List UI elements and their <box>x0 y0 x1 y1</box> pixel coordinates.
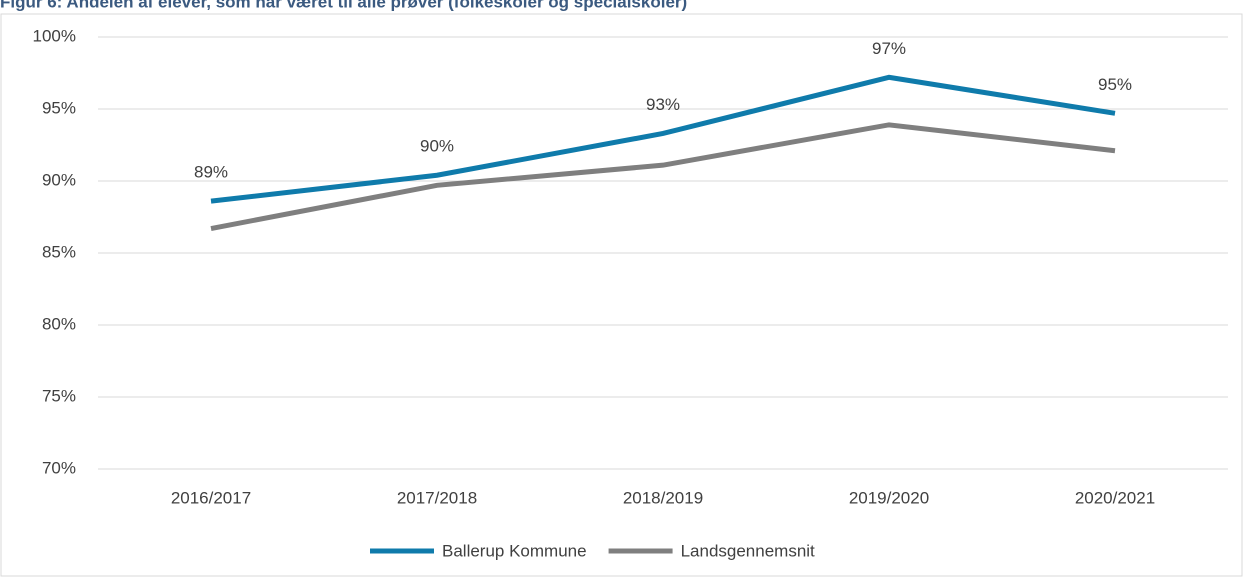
chart-title: Figur 6: Andelen af elever, som har være… <box>0 0 687 11</box>
data-label: 95% <box>1098 75 1132 94</box>
y-tick-label: 95% <box>42 98 76 117</box>
series-line <box>210 122 1116 231</box>
chart-frame <box>0 13 1243 577</box>
y-tick-label: 85% <box>42 242 76 261</box>
data-label: 90% <box>420 137 454 156</box>
x-tick-label: 2017/2018 <box>397 488 477 507</box>
x-tick-label: 2018/2019 <box>623 488 703 507</box>
legend-label: Landsgennemsnit <box>681 541 815 560</box>
x-tick-label: 2016/2017 <box>171 488 251 507</box>
data-label: 97% <box>872 39 906 58</box>
data-label: 93% <box>646 95 680 114</box>
y-tick-label: 80% <box>42 314 76 333</box>
y-tick-label: 75% <box>42 386 76 405</box>
legend-label: Ballerup Kommune <box>442 541 587 560</box>
y-tick-label: 70% <box>42 458 76 477</box>
data-label: 89% <box>194 163 228 182</box>
y-tick-label: 100% <box>33 26 76 45</box>
x-tick-label: 2019/2020 <box>849 488 929 507</box>
y-tick-label: 90% <box>42 170 76 189</box>
x-tick-label: 2020/2021 <box>1075 488 1155 507</box>
series-line <box>210 74 1116 204</box>
